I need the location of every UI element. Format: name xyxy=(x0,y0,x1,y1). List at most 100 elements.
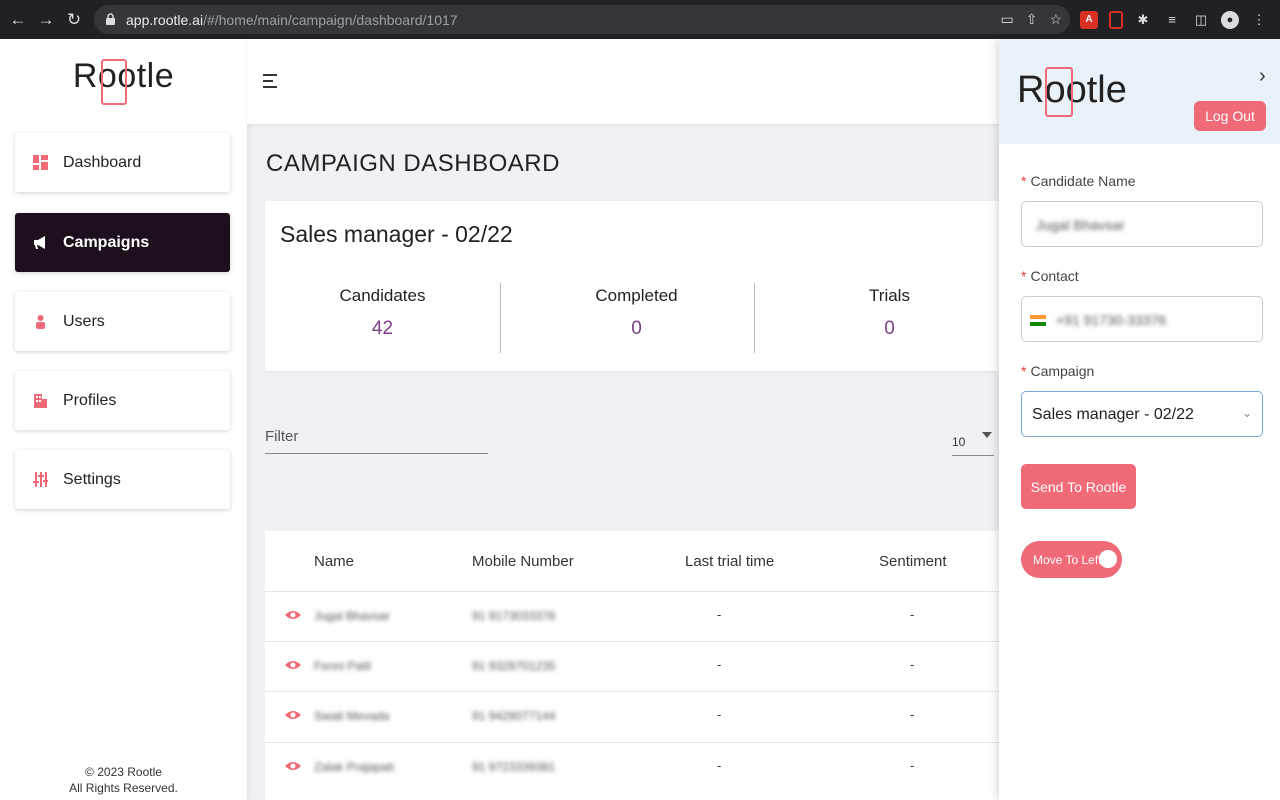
campaign-summary-card: Sales manager - 02/22 Candidates 42 Comp… xyxy=(265,201,999,371)
candidate-name: Fenni Patil xyxy=(314,659,371,673)
user-icon xyxy=(33,314,48,329)
copyright-text: © 2023 Rootle xyxy=(85,765,162,779)
panel-logo: Rootle xyxy=(1017,67,1127,117)
logout-button[interactable]: Log Out xyxy=(1194,101,1266,131)
chevron-right-icon[interactable]: › xyxy=(1259,65,1266,87)
dashboard-icon xyxy=(33,155,48,170)
sidebar-item-profiles[interactable]: Profiles xyxy=(15,371,230,430)
eye-icon[interactable] xyxy=(285,709,301,721)
sidebar-item-label: Settings xyxy=(63,470,121,488)
stat-value: 42 xyxy=(371,318,394,339)
browser-toolbar: ← → ↻ app.rootle.ai/#/home/main/campaign… xyxy=(0,0,1280,39)
campaign-name: Sales manager - 02/22 xyxy=(280,221,513,247)
sidebar-item-label: Profiles xyxy=(63,391,117,409)
page-size-select[interactable]: 10 xyxy=(952,428,994,456)
caret-down-icon xyxy=(982,432,992,438)
menu-icon[interactable]: ⋮ xyxy=(1252,11,1266,27)
url-path: /#/home/main/campaign/dashboard/1017 xyxy=(203,11,458,28)
column-header-sentiment[interactable]: Sentiment xyxy=(879,553,947,570)
sidebar-item-campaigns[interactable]: Campaigns xyxy=(15,213,230,272)
candidate-mobile: 91 9328701235 xyxy=(472,659,556,673)
stat-trials: Trials 0 xyxy=(772,286,1007,340)
stat-value: 0 xyxy=(631,318,642,339)
extension-icon[interactable] xyxy=(1109,10,1123,29)
footer: © 2023 Rootle All Rights Reserved. xyxy=(0,764,247,796)
building-icon xyxy=(33,393,48,408)
india-flag-icon[interactable] xyxy=(1030,315,1046,326)
clipboard-icon[interactable]: ▭ xyxy=(1000,11,1014,27)
stat-divider xyxy=(754,283,755,353)
sidebar-item-label: Campaigns xyxy=(63,233,150,251)
sliders-icon xyxy=(33,472,48,487)
column-header-name[interactable]: Name xyxy=(314,553,355,570)
filter-label: Filter xyxy=(265,428,299,445)
sentiment: - xyxy=(910,758,915,773)
sentiment: - xyxy=(910,707,915,722)
contact-value: +91 91730-33376 xyxy=(1056,312,1167,328)
candidate-name-value: Jugal Bhavsar xyxy=(1036,217,1125,233)
campaign-label: * Campaign xyxy=(1021,363,1095,379)
table-row[interactable]: Swati Mevada 91 9428077144 - - xyxy=(265,691,999,741)
address-bar[interactable]: app.rootle.ai/#/home/main/campaign/dashb… xyxy=(94,5,1070,34)
stat-value: 0 xyxy=(884,318,895,339)
campaign-select[interactable]: Sales manager - 02/22 ⌄ xyxy=(1021,391,1263,437)
candidate-name-label: * Candidate Name xyxy=(1021,173,1136,189)
page-title: CAMPAIGN DASHBOARD xyxy=(266,150,560,177)
top-bar xyxy=(247,39,999,124)
reload-icon[interactable]: ↻ xyxy=(66,9,82,29)
lock-icon xyxy=(104,13,116,27)
eye-icon[interactable] xyxy=(285,659,301,671)
last-trial-time: - xyxy=(717,657,722,672)
extension-panel: Rootle › Log Out * Candidate Name Jugal B… xyxy=(999,39,1280,800)
candidates-table: Name Mobile Number Last trial time Senti… xyxy=(265,531,999,800)
stat-divider xyxy=(500,283,501,353)
sidebar-item-users[interactable]: Users xyxy=(15,292,230,351)
puzzle-icon[interactable]: ✱ xyxy=(1137,11,1149,27)
contact-field[interactable]: +91 91730-33376 xyxy=(1021,296,1263,342)
table-row[interactable]: Jugal Bhavsar 91 9173033376 - - xyxy=(265,591,999,641)
move-to-left-toggle[interactable]: Move To Left xyxy=(1021,541,1122,578)
contact-label: * Contact xyxy=(1021,268,1079,284)
last-trial-time: - xyxy=(717,707,722,722)
megaphone-icon xyxy=(33,235,48,250)
profile-avatar[interactable]: ● xyxy=(1221,10,1239,29)
filter-input[interactable]: Filter xyxy=(265,420,488,454)
send-to-rootle-button[interactable]: Send To Rootle xyxy=(1021,464,1136,509)
last-trial-time: - xyxy=(717,758,722,773)
eye-icon[interactable] xyxy=(285,760,301,772)
candidate-name-field[interactable]: Jugal Bhavsar xyxy=(1021,201,1263,247)
panel-header: Rootle › Log Out xyxy=(999,39,1280,144)
logo[interactable]: Rootle xyxy=(0,57,247,105)
rights-text: All Rights Reserved. xyxy=(69,781,178,795)
page-size-value: 10 xyxy=(952,435,966,449)
table-row[interactable]: Fenni Patil 91 9328701235 - - xyxy=(265,641,999,691)
column-header-last-trial[interactable]: Last trial time xyxy=(685,553,775,570)
stat-label: Trials xyxy=(869,286,910,305)
stat-label: Completed xyxy=(595,286,678,305)
back-icon[interactable]: ← xyxy=(9,9,27,29)
hamburger-menu-icon[interactable] xyxy=(263,74,277,90)
last-trial-time: - xyxy=(717,607,722,622)
sidebar-item-label: Users xyxy=(63,312,105,330)
sidebar-item-settings[interactable]: Settings xyxy=(15,450,230,509)
share-icon[interactable]: ⇧ xyxy=(1025,11,1038,27)
sentiment: - xyxy=(910,607,915,622)
reading-list-icon[interactable]: ≡ xyxy=(1168,12,1176,27)
campaign-select-value: Sales manager - 02/22 xyxy=(1032,406,1194,423)
candidate-name: Swati Mevada xyxy=(314,709,390,723)
sidebar-item-dashboard[interactable]: Dashboard xyxy=(15,133,230,192)
eye-icon[interactable] xyxy=(285,609,301,621)
sentiment: - xyxy=(910,657,915,672)
star-icon[interactable]: ☆ xyxy=(1049,11,1062,27)
side-panel-icon[interactable]: ◫ xyxy=(1194,11,1208,27)
sidebar-item-label: Dashboard xyxy=(63,153,142,171)
pdf-extension-icon[interactable]: A xyxy=(1080,10,1098,29)
url-host: app.rootle.ai xyxy=(126,11,204,28)
toggle-knob xyxy=(1099,550,1117,568)
chevron-down-icon: ⌄ xyxy=(1241,406,1252,420)
forward-icon[interactable]: → xyxy=(37,9,55,29)
table-row[interactable]: Zalak Prajapati 91 9723339381 - - xyxy=(265,742,999,792)
column-header-mobile[interactable]: Mobile Number xyxy=(472,553,574,570)
candidate-name: Zalak Prajapati xyxy=(314,760,395,774)
candidate-mobile: 91 9723339381 xyxy=(472,760,556,774)
